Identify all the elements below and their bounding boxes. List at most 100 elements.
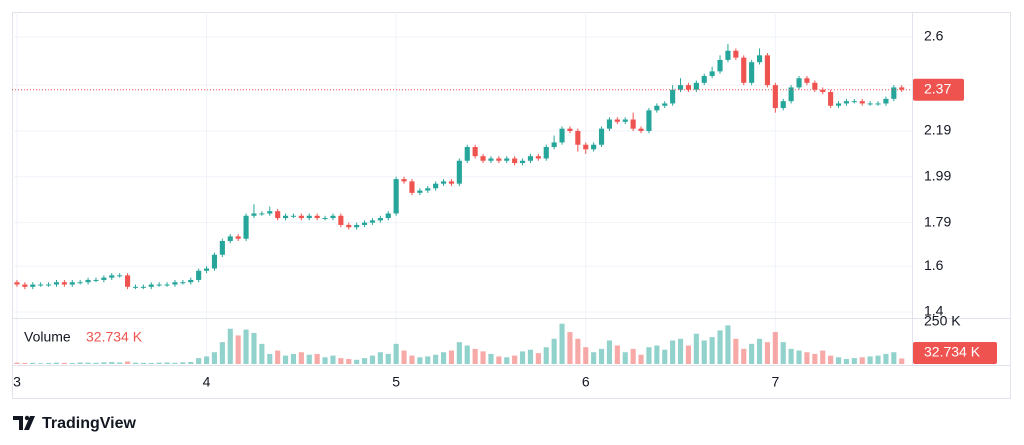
volume-bar: [85, 362, 91, 364]
candle-body: [409, 181, 415, 193]
volume-bar: [433, 354, 439, 364]
volume-bar: [417, 357, 423, 364]
volume-bar: [401, 350, 407, 364]
volume-bar: [440, 352, 447, 364]
candle-body: [488, 158, 494, 161]
candle-body: [314, 215, 320, 219]
volume-bar: [883, 353, 889, 364]
candle-body: [211, 254, 218, 269]
volume-bar: [219, 342, 225, 364]
candle-body: [267, 211, 273, 214]
volume-bar: [764, 342, 771, 364]
volume-bar: [677, 338, 684, 364]
candle-body: [630, 119, 636, 129]
candle-body: [480, 156, 486, 161]
volume-bar: [638, 354, 644, 364]
candle-body: [654, 105, 660, 111]
candle-body: [85, 279, 91, 283]
candle-body: [820, 89, 826, 92]
volume-bar: [22, 362, 28, 364]
candles: [14, 43, 905, 290]
candle-body: [448, 181, 455, 184]
candle-body: [346, 224, 352, 228]
y-tick-label: 1.4: [924, 303, 944, 319]
candle-body: [125, 275, 131, 287]
y-tick-label: 1.79: [924, 213, 951, 229]
candle-body: [180, 282, 186, 284]
candle-body: [662, 103, 668, 106]
y-tick-label: 2.19: [924, 122, 951, 138]
candle-body: [527, 156, 534, 161]
candle-body: [543, 147, 549, 159]
volume-bar: [456, 342, 462, 364]
volume-bar: [772, 332, 778, 364]
volume-bar: [551, 338, 557, 364]
volume-bar: [196, 358, 202, 364]
candle-body: [780, 101, 786, 109]
candle-body: [693, 82, 699, 90]
chart-frame: [12, 12, 1011, 399]
volume-bar: [464, 345, 470, 364]
volume-bar: [662, 349, 668, 364]
candle-body: [519, 160, 526, 164]
volume-bar: [275, 350, 281, 364]
candle-body: [598, 128, 605, 145]
volume-bar: [725, 325, 731, 364]
candle-body: [749, 62, 755, 83]
volume-bar: [140, 362, 146, 364]
candle-body: [61, 282, 67, 285]
volume-bar: [843, 358, 850, 364]
candle-body: [591, 144, 597, 150]
candle-body: [377, 218, 383, 221]
candle-body: [733, 50, 739, 58]
volume-bar: [61, 362, 67, 364]
volume-bar: [361, 358, 368, 364]
candle-body: [38, 284, 44, 286]
volume-bar: [46, 362, 52, 364]
volume-bar: [504, 357, 510, 364]
candle-body: [290, 215, 297, 217]
y-tick-label: 1.6: [924, 257, 944, 273]
volume-bar: [69, 362, 75, 364]
volume-bar: [227, 328, 233, 364]
volume-bar: [448, 350, 455, 364]
volume-bar: [828, 355, 834, 364]
candle-body: [109, 275, 115, 278]
candle-body: [701, 75, 707, 83]
candle-body: [575, 130, 581, 145]
volume-bar: [164, 362, 170, 364]
candle-body: [46, 284, 52, 286]
volume-bar: [496, 356, 502, 364]
volume-bar: [835, 357, 842, 364]
volume-bar: [701, 340, 707, 364]
last-price-badge: [913, 78, 964, 101]
candle-body: [788, 87, 794, 102]
candle-body: [535, 156, 541, 159]
volume-tick-label: 250 K: [924, 313, 961, 329]
volume-bar: [14, 362, 20, 364]
volume-bar: [622, 352, 628, 364]
candle-body: [883, 98, 889, 104]
candle-body: [772, 85, 778, 109]
candle-body: [188, 279, 194, 283]
candle-body: [456, 160, 462, 184]
volume-bar: [267, 353, 273, 364]
candle-body: [764, 55, 771, 86]
volume-bar: [867, 356, 873, 364]
candle-body: [812, 82, 818, 90]
volume-bar: [654, 345, 660, 364]
volume-bar: [282, 355, 289, 364]
volume-bar: [480, 351, 486, 364]
candle-body: [472, 147, 478, 157]
volume-bar: [733, 338, 739, 364]
volume-bar: [488, 353, 494, 364]
candle-body: [670, 89, 676, 104]
volume-bar: [749, 343, 755, 364]
candle-body: [259, 213, 265, 215]
volume-bar: [606, 340, 613, 364]
volume-bar: [125, 361, 131, 364]
volume-bar: [132, 362, 139, 364]
volume-bar: [259, 343, 265, 364]
